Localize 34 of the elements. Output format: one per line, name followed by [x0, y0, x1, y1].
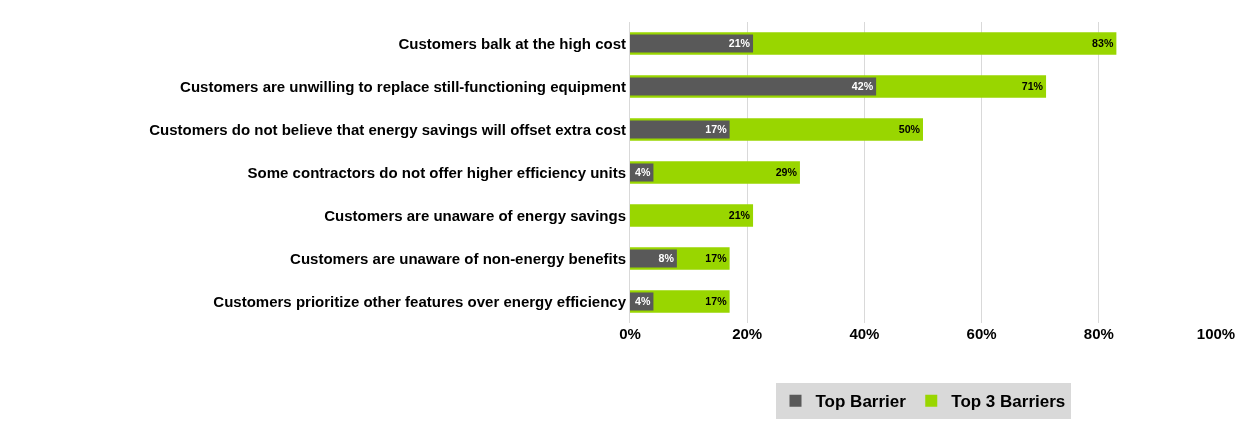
bar: [630, 204, 754, 227]
data-label: 4%: [635, 295, 651, 308]
y-tick-label: Customers are unaware of non-energy benefits: [290, 249, 626, 267]
bar: [630, 34, 754, 53]
data-label: 17%: [705, 123, 728, 136]
legend-label: Top Barrier: [815, 392, 907, 412]
y-tick-label: Customers balk at the high cost: [398, 34, 626, 52]
x-tick-label: 100%: [1196, 325, 1236, 342]
x-tick-label: 20%: [732, 325, 763, 342]
x-tick-label: 40%: [849, 325, 880, 342]
bar: [630, 249, 677, 268]
data-label: 17%: [705, 252, 728, 265]
y-tick-label: Customers are unwilling to replace still-functioning equipment: [180, 77, 626, 95]
x-tick-label: 80%: [1083, 325, 1114, 342]
data-label: 8%: [658, 252, 675, 265]
data-label: 42%: [851, 80, 874, 93]
data-label: 17%: [705, 295, 728, 308]
x-tick-label: 0%: [619, 325, 641, 342]
bar: [630, 77, 877, 96]
y-tick-label: Customers do not believe that energy savings will offset extra cost: [149, 120, 626, 138]
legend-label: Top 3 Barriers: [951, 392, 1066, 412]
y-tick-label: Customers are unaware of energy savings: [324, 206, 626, 224]
bar: [630, 161, 800, 184]
data-label: 21%: [728, 209, 751, 222]
data-label: 29%: [775, 166, 798, 179]
data-label: 21%: [728, 37, 751, 50]
data-label: 50%: [898, 123, 921, 136]
y-tick-label: Customers prioritize other features over energy efficiency: [213, 292, 627, 310]
x-tick-label: 60%: [966, 325, 997, 342]
data-label: 71%: [1021, 80, 1044, 93]
data-label: 4%: [635, 166, 651, 179]
y-tick-label: Some contractors do not offer higher efficiency units: [247, 163, 626, 181]
data-label: 83%: [1092, 37, 1114, 50]
bar: [630, 120, 730, 139]
